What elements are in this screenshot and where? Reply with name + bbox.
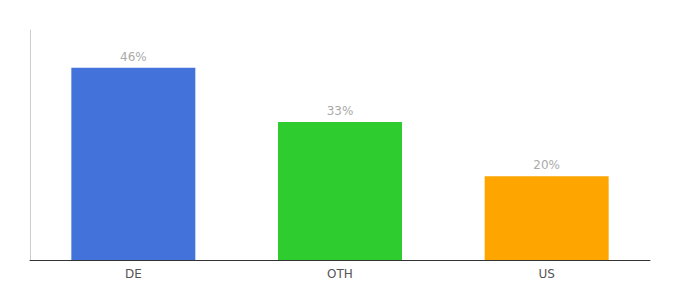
svg-text:OTH: OTH xyxy=(327,267,353,281)
svg-text:DE: DE xyxy=(125,267,142,281)
svg-text:46%: 46% xyxy=(120,50,147,64)
svg-text:20%: 20% xyxy=(533,158,560,172)
svg-text:33%: 33% xyxy=(327,104,354,118)
svg-text:US: US xyxy=(538,267,554,281)
